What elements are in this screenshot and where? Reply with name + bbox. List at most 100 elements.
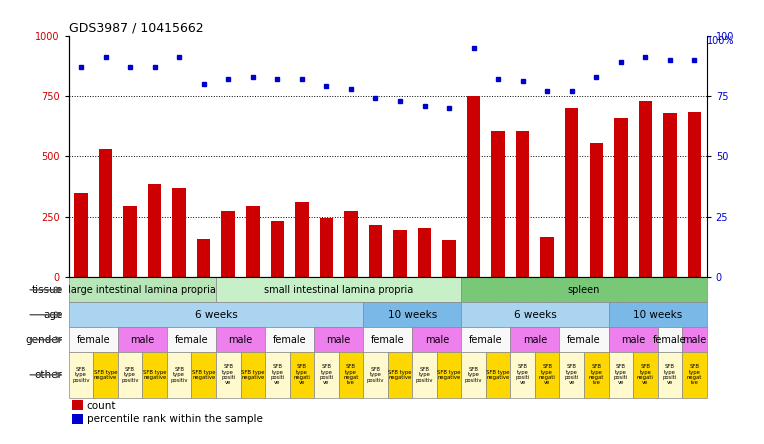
- Text: SFB
type
negati
ve: SFB type negati ve: [293, 364, 310, 385]
- Bar: [216, 327, 265, 352]
- Bar: [241, 352, 265, 397]
- Bar: [314, 352, 338, 397]
- Bar: [123, 206, 137, 278]
- Text: percentile rank within the sample: percentile rank within the sample: [86, 414, 263, 424]
- Bar: [118, 327, 167, 352]
- Text: SFB
type
negati
ve: SFB type negati ve: [539, 364, 555, 385]
- Bar: [173, 188, 186, 278]
- Text: female: female: [175, 335, 209, 345]
- Bar: [388, 352, 413, 397]
- Bar: [93, 352, 118, 397]
- Bar: [216, 278, 461, 302]
- Text: 10 weeks: 10 weeks: [387, 310, 437, 320]
- Bar: [639, 101, 652, 278]
- Text: tissue: tissue: [31, 285, 63, 295]
- Bar: [344, 211, 358, 278]
- Bar: [413, 352, 437, 397]
- Text: SFB
type
positi
ve: SFB type positi ve: [613, 364, 628, 385]
- Bar: [559, 352, 584, 397]
- Bar: [614, 118, 627, 278]
- Text: SFB type
negative: SFB type negative: [388, 370, 412, 380]
- Bar: [535, 352, 559, 397]
- Text: SFB type
negative: SFB type negative: [143, 370, 167, 380]
- Text: spleen: spleen: [568, 285, 601, 295]
- Text: 6 weeks: 6 weeks: [195, 310, 238, 320]
- Text: SFB
type
positiv: SFB type positiv: [121, 367, 139, 383]
- Text: age: age: [43, 310, 63, 320]
- Bar: [197, 239, 210, 278]
- Bar: [118, 352, 142, 397]
- Text: SFB type
negative: SFB type negative: [94, 370, 118, 380]
- Bar: [658, 327, 682, 352]
- Bar: [461, 327, 510, 352]
- Bar: [682, 327, 707, 352]
- Text: SFB
type
positiv: SFB type positiv: [170, 367, 188, 383]
- Bar: [69, 327, 118, 352]
- Bar: [216, 352, 241, 397]
- Text: SFB
type
positiv: SFB type positiv: [73, 367, 90, 383]
- Bar: [461, 278, 707, 302]
- Bar: [540, 238, 554, 278]
- Bar: [491, 131, 505, 278]
- Text: SFB type
negative: SFB type negative: [241, 370, 264, 380]
- Text: female: female: [76, 335, 110, 345]
- Bar: [590, 143, 603, 278]
- Text: male: male: [621, 335, 646, 345]
- Bar: [265, 327, 314, 352]
- Bar: [461, 302, 609, 327]
- Bar: [290, 352, 314, 397]
- Text: female: female: [371, 335, 405, 345]
- Text: count: count: [86, 400, 116, 411]
- Text: SFB type
negative: SFB type negative: [487, 370, 510, 380]
- Text: male: male: [523, 335, 547, 345]
- Bar: [510, 352, 535, 397]
- Text: male: male: [682, 335, 707, 345]
- Text: female: female: [273, 335, 306, 345]
- Bar: [510, 327, 559, 352]
- Bar: [222, 211, 235, 278]
- Bar: [142, 352, 167, 397]
- Text: SFB
type
negat
ive: SFB type negat ive: [588, 364, 604, 385]
- Bar: [565, 108, 578, 278]
- Text: SFB
type
positiv: SFB type positiv: [416, 367, 433, 383]
- Bar: [584, 352, 609, 397]
- Text: SFB
type
positi
ve: SFB type positi ve: [221, 364, 235, 385]
- Text: SFB
type
negat
ive: SFB type negat ive: [687, 364, 702, 385]
- Text: other: other: [34, 370, 63, 380]
- Bar: [270, 221, 284, 278]
- Bar: [295, 202, 309, 278]
- Bar: [363, 302, 461, 327]
- Text: male: male: [228, 335, 253, 345]
- Bar: [72, 414, 83, 424]
- Bar: [682, 352, 707, 397]
- Bar: [609, 327, 658, 352]
- Text: SFB
type
positi
ve: SFB type positi ve: [662, 364, 677, 385]
- Bar: [486, 352, 510, 397]
- Bar: [559, 327, 609, 352]
- Text: female: female: [567, 335, 601, 345]
- Bar: [99, 149, 112, 278]
- Bar: [363, 327, 413, 352]
- Bar: [338, 352, 363, 397]
- Bar: [663, 113, 677, 278]
- Text: SFB type
negative: SFB type negative: [192, 370, 215, 380]
- Text: small intestinal lamina propria: small intestinal lamina propria: [264, 285, 413, 295]
- Text: SFB
type
negati
ve: SFB type negati ve: [637, 364, 654, 385]
- Text: gender: gender: [25, 335, 63, 345]
- Text: SFB
type
positi
ve: SFB type positi ve: [270, 364, 284, 385]
- Text: SFB
type
positiv: SFB type positiv: [465, 367, 482, 383]
- Bar: [413, 327, 461, 352]
- Bar: [69, 278, 216, 302]
- Bar: [393, 230, 406, 278]
- Bar: [314, 327, 363, 352]
- Bar: [148, 184, 161, 278]
- Text: SFB
type
positiv: SFB type positiv: [367, 367, 384, 383]
- Bar: [467, 96, 481, 278]
- Bar: [437, 352, 461, 397]
- Text: male: male: [425, 335, 449, 345]
- Text: SFB
type
negat
ive: SFB type negat ive: [343, 364, 358, 385]
- Bar: [363, 352, 388, 397]
- Bar: [72, 400, 83, 410]
- Bar: [69, 302, 363, 327]
- Bar: [167, 352, 192, 397]
